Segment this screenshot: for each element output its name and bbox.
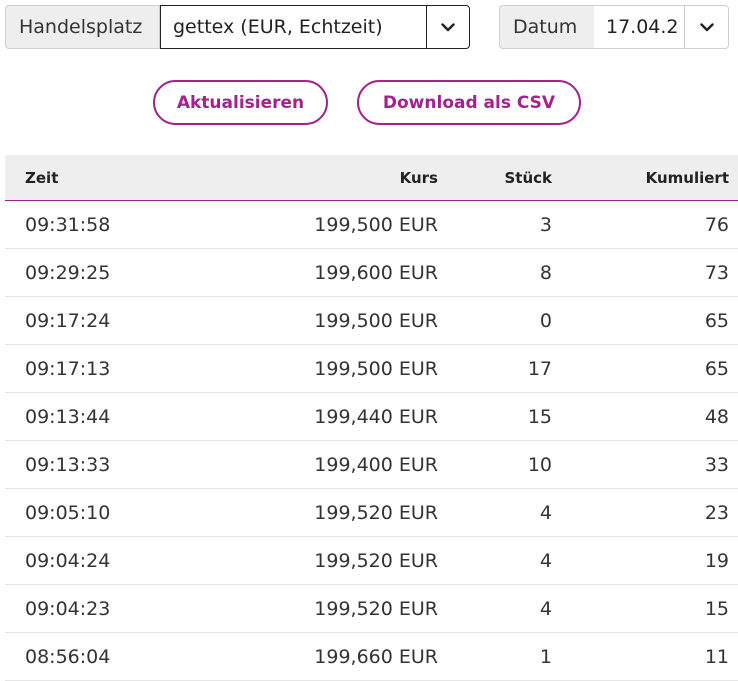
cell-kumuliert: 48 (552, 392, 738, 441)
datum-dropdown-button[interactable] (684, 5, 729, 49)
table-row: 09:17:13 199,500 EUR 17 65 (5, 344, 738, 393)
trades-table: Zeit Kurs Stück Kumuliert 09:31:58 199,5… (5, 155, 738, 681)
cell-zeit: 08:56:04 (5, 632, 235, 681)
cell-kumuliert: 19 (552, 536, 738, 585)
cell-zeit: 09:04:24 (5, 536, 235, 585)
cell-zeit: 09:17:24 (5, 296, 235, 345)
datum-label: Datum (499, 5, 594, 49)
cell-zeit: 09:13:33 (5, 440, 235, 489)
table-row: 09:13:44 199,440 EUR 15 48 (5, 392, 738, 441)
column-header-kumuliert[interactable]: Kumuliert (552, 155, 738, 201)
cell-kurs: 199,660 EUR (235, 632, 438, 681)
handelsplatz-select[interactable]: gettex (EUR, Echtzeit) (160, 5, 426, 49)
datum-input[interactable]: 17.04.2 (594, 5, 684, 49)
cell-kumuliert: 76 (552, 200, 738, 249)
cell-kurs: 199,440 EUR (235, 392, 438, 441)
table-row: 09:17:24 199,500 EUR 0 65 (5, 296, 738, 345)
cell-zeit: 09:17:13 (5, 344, 235, 393)
table-row: 09:29:25 199,600 EUR 8 73 (5, 248, 738, 297)
datum-filter: Datum 17.04.2 (499, 5, 729, 49)
cell-kurs: 199,400 EUR (235, 440, 438, 489)
handelsplatz-filter: Handelsplatz gettex (EUR, Echtzeit) (5, 5, 470, 49)
cell-kurs: 199,520 EUR (235, 584, 438, 633)
cell-kumuliert: 65 (552, 296, 738, 345)
cell-stueck: 4 (438, 536, 552, 585)
handelsplatz-label: Handelsplatz (5, 5, 160, 49)
cell-zeit: 09:04:23 (5, 584, 235, 633)
column-header-stueck[interactable]: Stück (438, 155, 552, 201)
cell-kurs: 199,500 EUR (235, 200, 438, 249)
cell-kumuliert: 15 (552, 584, 738, 633)
cell-kumuliert: 65 (552, 344, 738, 393)
cell-stueck: 4 (438, 584, 552, 633)
cell-zeit: 09:29:25 (5, 248, 235, 297)
cell-kumuliert: 33 (552, 440, 738, 489)
table-row: 09:04:23 199,520 EUR 4 15 (5, 584, 738, 633)
cell-kumuliert: 23 (552, 488, 738, 537)
table-row: 09:04:24 199,520 EUR 4 19 (5, 536, 738, 585)
cell-kumuliert: 73 (552, 248, 738, 297)
cell-stueck: 17 (438, 344, 552, 393)
cell-stueck: 15 (438, 392, 552, 441)
column-header-kurs[interactable]: Kurs (235, 155, 438, 201)
cell-kurs: 199,520 EUR (235, 488, 438, 537)
chevron-down-icon (699, 22, 714, 32)
cell-kurs: 199,500 EUR (235, 296, 438, 345)
download-csv-button[interactable]: Download als CSV (357, 80, 581, 125)
refresh-button[interactable]: Aktualisieren (153, 80, 328, 125)
cell-stueck: 10 (438, 440, 552, 489)
cell-stueck: 4 (438, 488, 552, 537)
table-row: 08:56:04 199,660 EUR 1 11 (5, 632, 738, 681)
table-header-row: Zeit Kurs Stück Kumuliert (5, 155, 738, 201)
handelsplatz-dropdown-button[interactable] (426, 5, 470, 49)
table-row: 09:05:10 199,520 EUR 4 23 (5, 488, 738, 537)
column-header-zeit[interactable]: Zeit (5, 155, 235, 201)
cell-zeit: 09:05:10 (5, 488, 235, 537)
cell-stueck: 0 (438, 296, 552, 345)
cell-zeit: 09:13:44 (5, 392, 235, 441)
table-row: 09:13:33 199,400 EUR 10 33 (5, 440, 738, 489)
table-row: 09:31:58 199,500 EUR 3 76 (5, 200, 738, 249)
cell-kurs: 199,520 EUR (235, 536, 438, 585)
cell-stueck: 8 (438, 248, 552, 297)
cell-kumuliert: 11 (552, 632, 738, 681)
cell-zeit: 09:31:58 (5, 200, 235, 249)
cell-kurs: 199,600 EUR (235, 248, 438, 297)
chevron-down-icon (441, 22, 455, 32)
cell-stueck: 1 (438, 632, 552, 681)
cell-stueck: 3 (438, 200, 552, 249)
cell-kurs: 199,500 EUR (235, 344, 438, 393)
